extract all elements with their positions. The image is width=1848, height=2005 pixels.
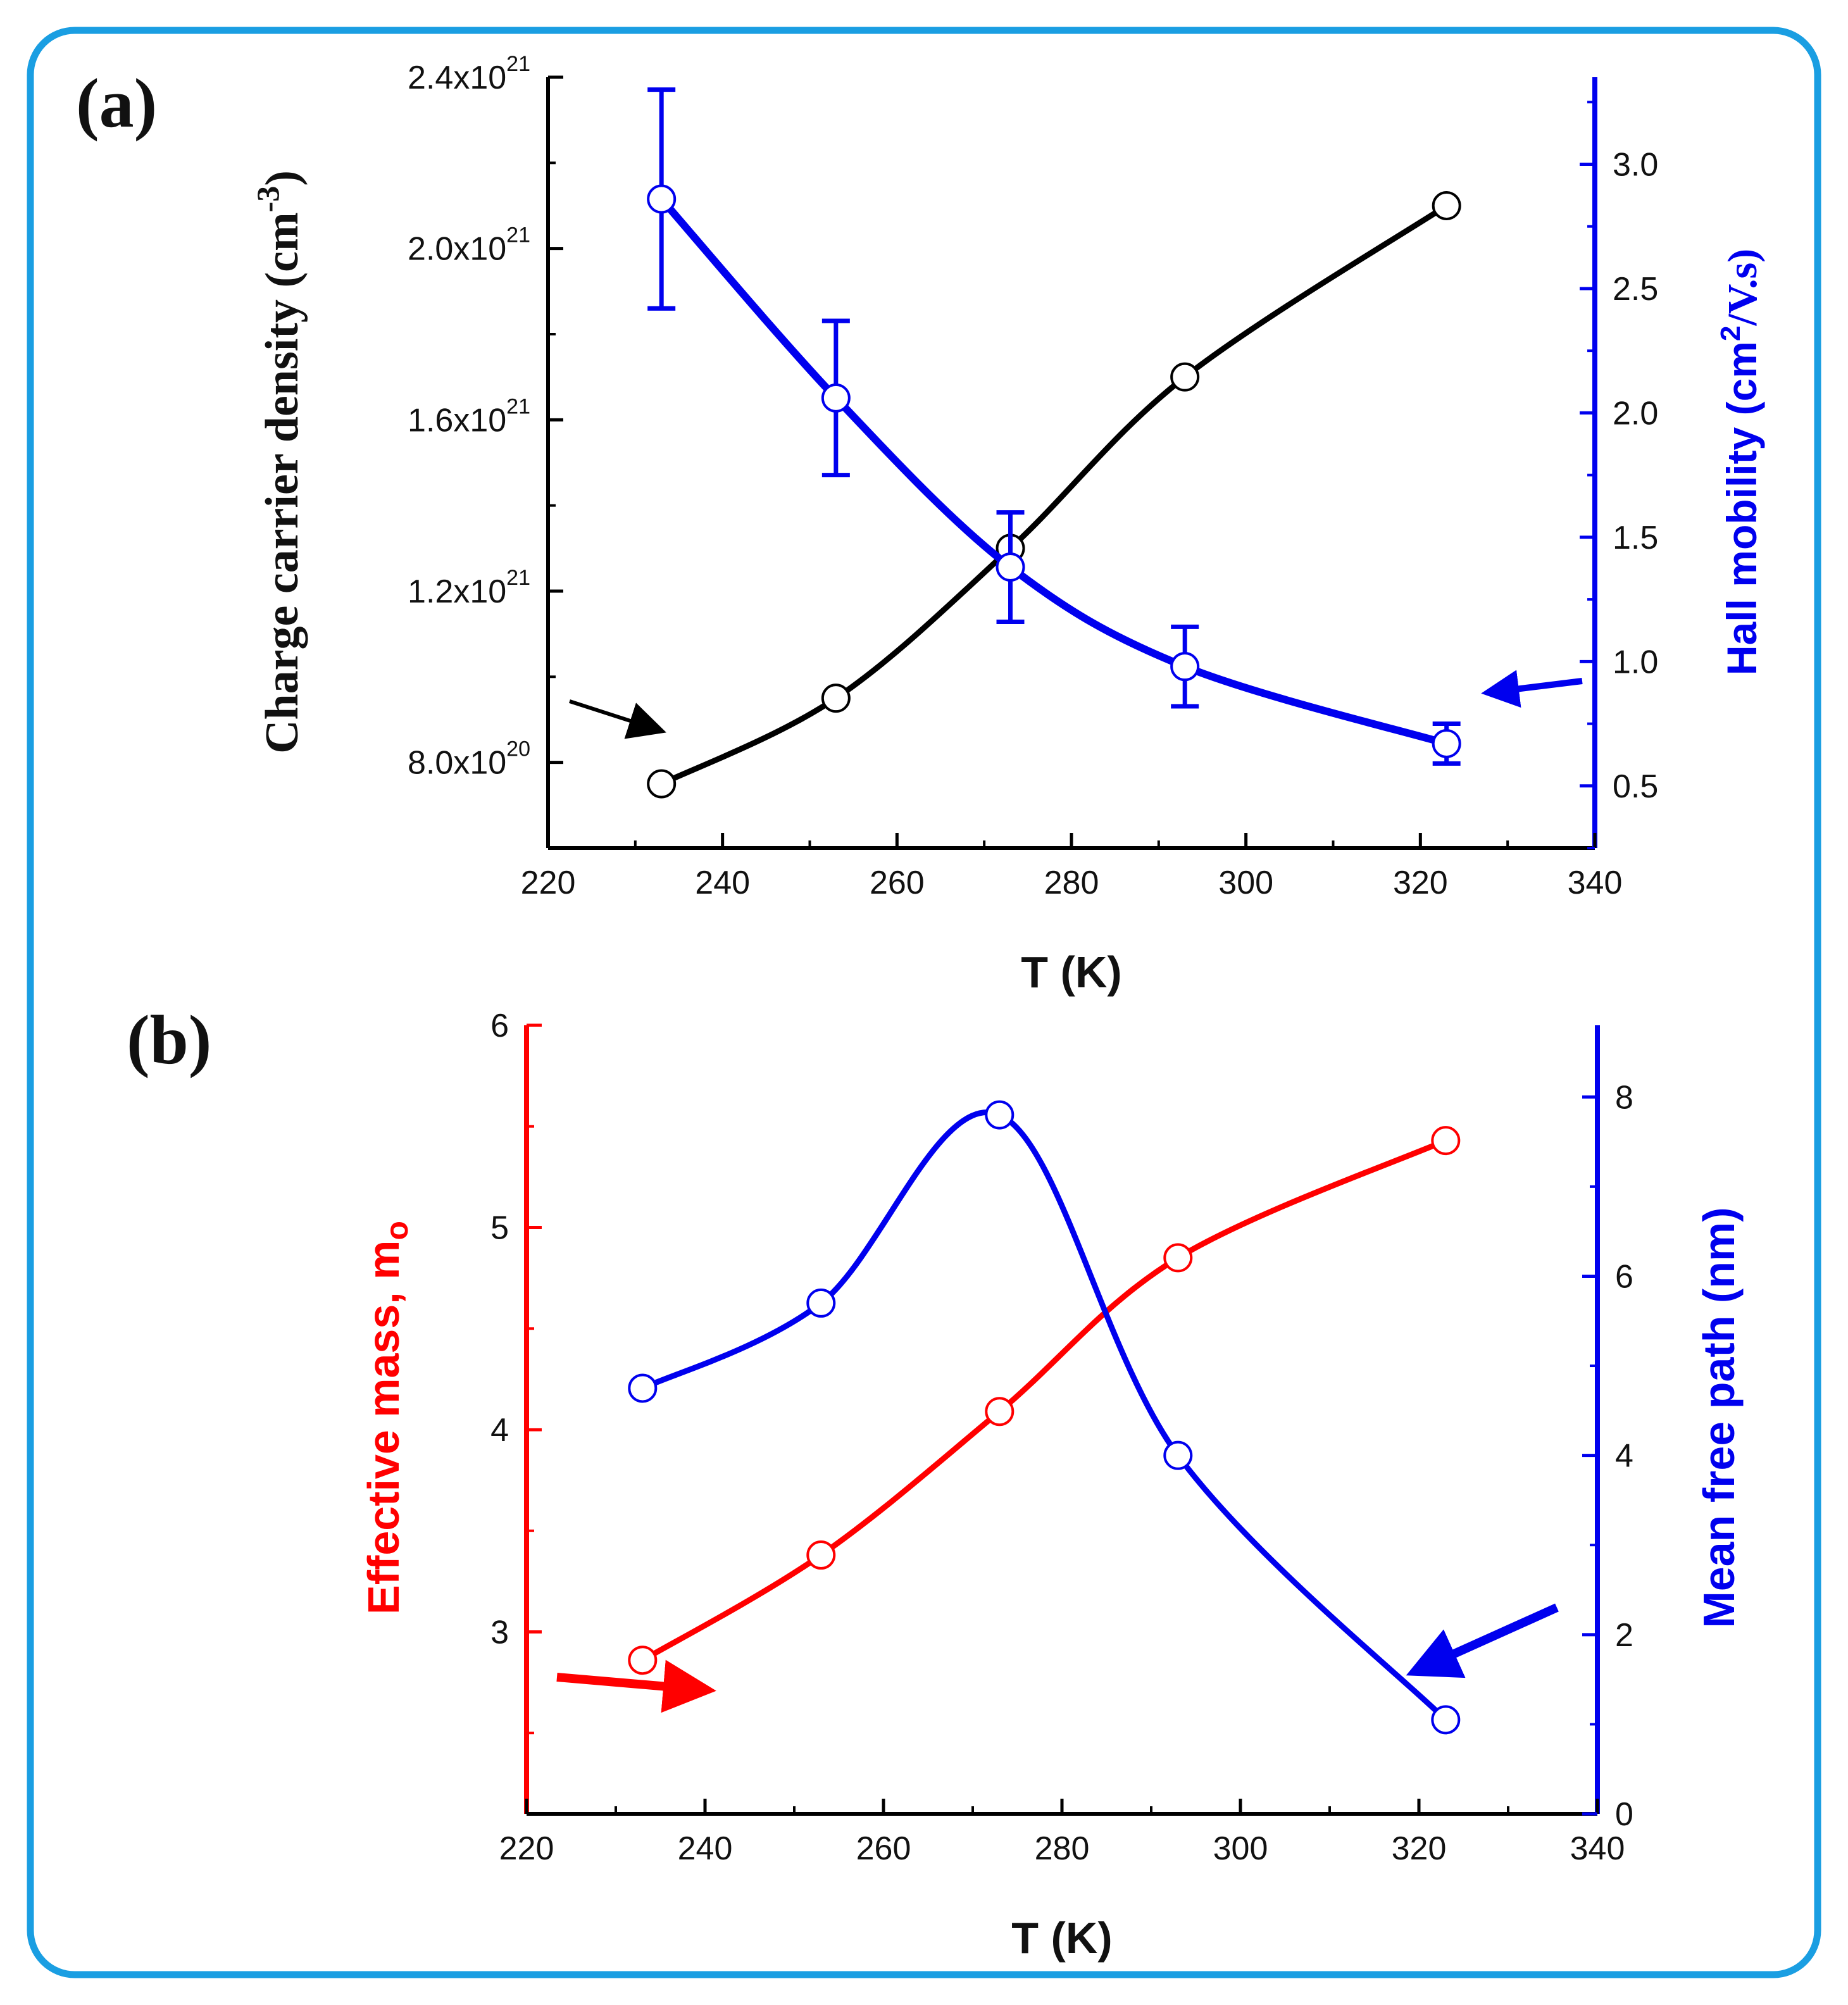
panel-a-left-tick-label: 1.6x1021 xyxy=(408,394,530,439)
panel-a-x-ticks: 220 240 260 280 300 320 340 xyxy=(521,833,1623,901)
panel-a-hall-mobility-point xyxy=(647,184,677,214)
panel-b-mean-free-path-point xyxy=(985,1100,1015,1130)
panel-a-x-tick-label: 240 xyxy=(695,865,750,901)
panel-a-hall-mobility-point xyxy=(821,383,851,413)
panel-b-left-arrow xyxy=(556,1659,716,1713)
panel-a-charge-carrier-density-point xyxy=(1432,191,1461,220)
panel-a-left-tick-label: 8.0x1020 xyxy=(408,737,530,782)
panel-a-right-tick-label: 2.0 xyxy=(1613,395,1658,432)
panel-a-hall-mobility-point xyxy=(996,553,1025,582)
figure-frame xyxy=(27,27,1821,1978)
panel-b-mean-free-path-point xyxy=(1163,1440,1193,1470)
panel-b-right-tick-label: 4 xyxy=(1615,1438,1633,1475)
panel-b-x-axis-title: T (K) xyxy=(1011,1913,1112,1963)
panel-a-x-tick-label: 260 xyxy=(870,865,925,901)
panel-b-right-tick-label: 2 xyxy=(1615,1617,1633,1654)
panel-a-left-axis-title: Charge carrier density (cm-3) xyxy=(250,170,308,754)
panel-b-right-ticks: 0 2 4 6 8 xyxy=(1582,1079,1633,1833)
panel-a-charge-carrier-density-point xyxy=(1170,362,1200,392)
panel-a-right-tick-label: 3.0 xyxy=(1613,147,1658,184)
panel-b-x-tick-label: 300 xyxy=(1213,1830,1268,1867)
panel-a-right-tick-label: 2.5 xyxy=(1613,271,1658,308)
panel-b-mean-free-path-line xyxy=(641,1109,1448,1722)
panel-a-x-axis-title: T (K) xyxy=(1021,947,1121,997)
panel-b-right-tick-label: 8 xyxy=(1615,1079,1633,1116)
panel-a-right-tick-label: 1.5 xyxy=(1613,520,1658,556)
panel-b-series xyxy=(628,1100,1461,1735)
panel-b-x-tick-label: 240 xyxy=(678,1830,733,1867)
panel-b-effective-mass-point xyxy=(1431,1126,1461,1156)
panel-a-x-tick-label: 300 xyxy=(1218,865,1273,901)
panel-b-x-tick-label: 280 xyxy=(1035,1830,1090,1867)
panel-a-hall-mobility-point xyxy=(1170,652,1200,682)
panel-b-left-tick-label: 6 xyxy=(490,1008,509,1044)
panel-b-x-ticks: 220 240 260 280 300 320 340 xyxy=(499,1799,1625,1867)
panel-b-right-axis-title: Mean free path (nm) xyxy=(1694,1207,1744,1628)
panel-b-left-ticks: 3 4 5 6 xyxy=(490,1008,542,1735)
panel-a-label: (a) xyxy=(76,65,157,142)
panel-b-effective-mass-point xyxy=(1163,1243,1193,1273)
panel-b-mean-free-path-point xyxy=(806,1288,836,1318)
panel-b-mean-free-path-point xyxy=(1431,1705,1461,1735)
panel-a-x-tick-label: 280 xyxy=(1044,865,1099,901)
panel-b-right-arrow xyxy=(1406,1603,1559,1678)
panel-a-x-tick-label: 340 xyxy=(1568,865,1623,901)
panel-b-left-tick-label: 3 xyxy=(490,1614,509,1651)
panel-b-x-tick-label: 220 xyxy=(499,1830,554,1867)
panel-b-left-axis-title: Effective mass, mo xyxy=(359,1221,415,1615)
panel-a-x-tick-label: 220 xyxy=(521,865,576,901)
panel-a: (a) 220 240 260 280 300 320 340 8.0x1020 1.2x10… xyxy=(76,52,1766,997)
panel-b-effective-mass-point xyxy=(985,1397,1015,1427)
panel-a-series xyxy=(647,87,1461,799)
panel-b-left-tick-label: 5 xyxy=(490,1209,509,1246)
panel-b-x-tick-label: 320 xyxy=(1392,1830,1447,1867)
panel-a-left-arrow xyxy=(569,699,666,739)
panel-a-right-ticks: 0.5 1.0 1.5 2.0 2.5 3.0 xyxy=(1580,101,1658,849)
panel-a-left-tick-label: 1.2x1021 xyxy=(408,566,530,610)
panel-a-right-tick-label: 1.0 xyxy=(1613,644,1658,680)
panel-b-x-tick-label: 340 xyxy=(1570,1830,1625,1867)
panel-b-mean-free-path-point xyxy=(628,1373,658,1403)
panel-b-left-tick-label: 4 xyxy=(490,1412,509,1449)
panel-a-hall-mobility-point xyxy=(1432,728,1461,758)
panel-a-right-tick-label: 0.5 xyxy=(1613,768,1658,805)
panel-a-left-tick-label: 2.0x1021 xyxy=(408,223,530,268)
panel-b-x-tick-label: 260 xyxy=(856,1830,911,1867)
panel-b-effective-mass-point xyxy=(806,1540,836,1570)
panel-a-charge-carrier-density-line xyxy=(660,203,1449,787)
panel-b-label: (b) xyxy=(127,1001,211,1078)
panel-a-charge-carrier-density-point xyxy=(647,769,677,799)
panel-a-right-arrow xyxy=(1481,670,1583,708)
panel-a-left-tick-label: 2.4x1021 xyxy=(408,52,530,96)
panel-a-x-tick-label: 320 xyxy=(1393,865,1448,901)
panel-b-right-tick-label: 6 xyxy=(1615,1258,1633,1295)
panel-a-charge-carrier-density-point xyxy=(821,684,851,713)
panel-b-right-tick-label: 0 xyxy=(1615,1796,1633,1833)
panel-b: (b) 220 240 260 280 300 320 340 3 4 5 6 0 2 4 6 8 T (… xyxy=(127,1001,1744,1963)
panel-a-right-axis-title: Hall mobility (cm2/V.s) xyxy=(1715,249,1766,675)
panel-a-left-ticks: 8.0x1020 1.2x1021 1.6x1021 2.0x1021 2.4x1021 xyxy=(408,52,563,849)
panel-b-effective-mass-point xyxy=(628,1646,658,1675)
